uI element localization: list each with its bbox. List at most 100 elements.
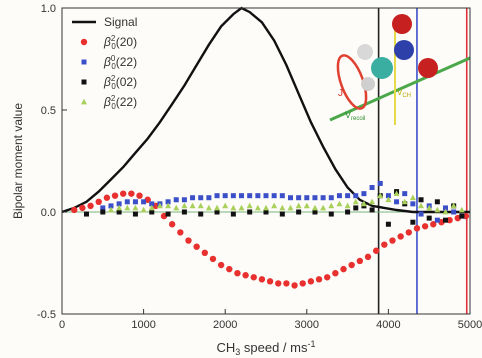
data-point xyxy=(124,204,131,211)
x-tick-label: 2000 xyxy=(213,319,237,331)
data-point xyxy=(443,217,449,223)
data-point xyxy=(149,201,155,207)
data-point xyxy=(397,233,404,240)
data-point xyxy=(107,206,114,213)
data-point xyxy=(136,192,143,199)
data-point xyxy=(209,255,217,263)
data-point xyxy=(287,195,293,201)
data-point xyxy=(116,209,122,215)
data-point xyxy=(181,209,187,215)
data-point xyxy=(263,193,269,199)
data-point xyxy=(401,198,408,205)
data-point xyxy=(299,280,306,287)
data-point xyxy=(410,201,416,207)
data-point xyxy=(394,199,400,205)
data-point xyxy=(193,243,200,250)
data-point xyxy=(116,201,122,207)
x-tick-label: 3000 xyxy=(295,319,319,331)
data-point xyxy=(418,197,424,203)
data-point xyxy=(304,195,310,201)
y-tick-label: 1.0 xyxy=(41,3,56,15)
data-point xyxy=(332,270,339,277)
data-point xyxy=(255,193,261,199)
data-point xyxy=(328,195,334,201)
data-point xyxy=(393,190,400,197)
data-point xyxy=(353,193,359,199)
data-point xyxy=(100,205,106,211)
inset-label-v-recoil: Vrecoil xyxy=(345,110,365,122)
legend-swatch xyxy=(81,98,87,105)
data-point xyxy=(287,204,294,211)
legend-label: Signal xyxy=(104,15,137,29)
data-point xyxy=(120,190,127,197)
data-point xyxy=(421,223,429,230)
inset-label-v-ch3: VCH xyxy=(397,88,411,99)
series-0 xyxy=(61,6,470,214)
data-point xyxy=(95,198,102,205)
data-point xyxy=(177,229,184,236)
data-point xyxy=(413,225,421,232)
inset-label-j: J xyxy=(338,88,343,99)
data-point xyxy=(226,265,233,273)
atom-hydrogen-icon xyxy=(361,77,375,91)
data-point xyxy=(87,202,94,210)
data-point xyxy=(214,209,220,215)
data-point xyxy=(263,209,269,215)
x-tick-label: 5000 xyxy=(458,319,482,331)
data-point xyxy=(369,207,375,213)
data-point xyxy=(345,193,351,199)
data-point xyxy=(450,202,457,209)
data-point xyxy=(364,253,372,261)
data-point xyxy=(279,193,285,199)
data-point xyxy=(190,195,196,201)
data-point xyxy=(181,202,188,209)
data-point xyxy=(340,265,347,273)
data-point xyxy=(165,211,171,217)
y-tick-label: 0.0 xyxy=(41,207,56,219)
plot-frame xyxy=(61,7,471,315)
data-point xyxy=(381,241,388,248)
data-point xyxy=(279,211,285,217)
data-point xyxy=(205,204,212,211)
atom-nitrogen-icon xyxy=(394,40,414,60)
data-point xyxy=(271,193,277,199)
legend-swatch xyxy=(81,59,87,65)
data-point xyxy=(336,193,342,199)
data-point xyxy=(201,249,208,256)
data-point xyxy=(344,202,351,209)
legend-label: β2 0(22) xyxy=(103,94,137,111)
data-point xyxy=(312,209,318,215)
data-point xyxy=(307,278,315,285)
data-point xyxy=(148,204,155,211)
data-point xyxy=(222,202,229,209)
data-point xyxy=(279,204,286,211)
data-point xyxy=(296,195,302,201)
data-point xyxy=(214,193,220,199)
data-point xyxy=(328,211,334,217)
x-tick-label: 0 xyxy=(59,319,65,331)
legend: Signal β2 0(20) β0 0(22) β2 0(02) β2 0(22) xyxy=(72,15,137,111)
data-point xyxy=(206,195,212,201)
data-point xyxy=(185,237,192,244)
data-point xyxy=(71,206,78,214)
data-point xyxy=(352,198,359,205)
data-point xyxy=(165,202,172,209)
data-point xyxy=(116,204,123,211)
data-point xyxy=(459,213,465,219)
data-point xyxy=(149,209,155,215)
data-point xyxy=(198,195,204,201)
data-point xyxy=(377,180,383,186)
data-point xyxy=(418,211,424,217)
signal-line xyxy=(61,6,470,214)
data-point xyxy=(247,209,253,215)
data-point xyxy=(377,192,384,199)
data-point xyxy=(266,278,274,285)
y-axis-label: Bipolar moment value xyxy=(11,103,25,219)
data-point xyxy=(258,276,266,283)
data-point xyxy=(451,209,457,215)
legend-swatch xyxy=(81,79,87,85)
data-point xyxy=(356,257,364,265)
data-point xyxy=(173,204,180,211)
data-point xyxy=(246,202,253,209)
data-point xyxy=(409,194,416,201)
